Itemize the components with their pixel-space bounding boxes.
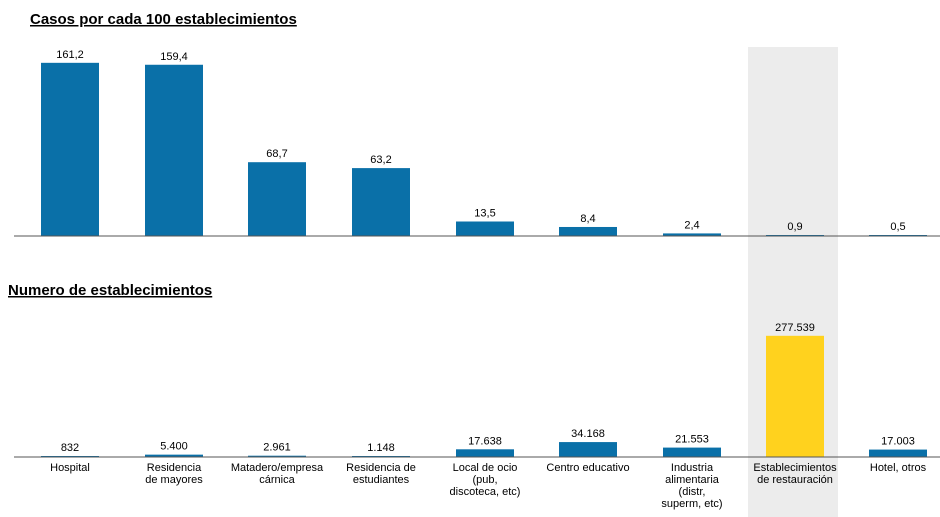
category-label-line: Residencia [147,462,202,474]
top-value-label: 2,4 [684,219,699,231]
category-label-industria-alimentaria-distr-superm-etc: Industria alimentaria (distr, superm, etc) [661,462,722,510]
category-label-hospital: Hospital [50,462,90,474]
top-value-label: 161,2 [56,49,84,61]
category-label-line: de mayores [145,474,203,486]
bottom-bar-centro-educativo [559,442,617,457]
category-label-line: de restauración [757,474,833,486]
top-value-label: 0,5 [890,221,905,233]
bottom-bar-local-de-ocio-pub-discoteca-etc [456,449,514,457]
bottom-value-label: 277.539 [775,322,815,334]
category-label-line: cárnica [259,474,295,486]
top-bar-hospital [41,62,99,237]
top-chart-title: Casos por cada 100 establecimientos [30,11,297,28]
bottom-value-label: 5.400 [160,441,188,453]
top-bar-matadero-empresa-carnica [248,162,306,236]
category-label-line: Matadero/empresa [231,462,324,474]
bottom-value-label: 21.553 [675,434,709,446]
category-label-line: Hotel, otros [870,462,927,474]
bottom-bar-industria-alimentaria-distr-superm-etc [663,447,721,457]
category-label-line: superm, etc) [661,498,722,510]
category-label-local-de-ocio-pub-discoteca-etc: Local de ocio (pub, discoteca, etc) [450,462,521,498]
category-label-line: (pub, [472,474,497,486]
category-label-residencia-de-estudiantes: Residencia de estudiantes [346,462,416,486]
category-label-hotel-otros: Hotel, otros [870,462,927,474]
bottom-bar-establecimientos-de-restauracion [766,335,824,457]
bottom-chart: Numero de establecimientos 832 5.400 2.961… [8,282,940,510]
bottom-value-label: 1.148 [367,442,395,454]
top-bar-residencia-de-mayores [145,64,203,237]
top-value-label: 63,2 [370,154,391,166]
category-label-establecimientos-de-restauracion: Establecimientos de restauración [753,462,837,486]
bottom-bar-matadero-empresa-carnica [248,455,306,457]
bottom-bar-residencia-de-mayores [145,454,203,457]
category-label-residencia-de-mayores: Residencia de mayores [145,462,203,486]
bottom-bar-hotel-otros [869,449,927,457]
category-label-centro-educativo: Centro educativo [546,462,629,474]
bottom-value-label: 34.168 [571,428,605,440]
bottom-value-label: 832 [61,442,79,454]
top-chart: Casos por cada 100 establecimientos 161,… [14,11,940,237]
category-label-line: Residencia de [346,462,416,474]
bottom-value-label: 17.003 [881,436,915,448]
top-bar-industria-alimentaria-distr-superm-etc [663,233,721,236]
top-value-label: 68,7 [266,148,287,160]
category-label-line: Establecimientos [753,462,837,474]
category-label-line: Centro educativo [546,462,629,474]
category-label-line: Industria [671,462,714,474]
category-label-line: discoteca, etc) [450,486,521,498]
category-label-line: estudiantes [353,474,410,486]
bottom-value-label: 17.638 [468,435,502,447]
category-label-line: (distr, [679,486,706,498]
bottom-value-label: 2.961 [263,442,291,454]
top-bar-local-de-ocio-pub-discoteca-etc [456,221,514,236]
top-bar-centro-educativo [559,226,617,236]
category-label-line: alimentaria [665,474,720,486]
category-label-line: Hospital [50,462,90,474]
top-bar-residencia-de-estudiantes [352,168,410,236]
top-value-label: 8,4 [580,213,595,225]
top-value-label: 0,9 [787,221,802,233]
category-label-matadero-empresa-carnica: Matadero/empresa cárnica [231,462,324,486]
bottom-chart-title: Numero de establecimientos [8,282,212,299]
top-value-label: 13,5 [474,207,495,219]
category-label-line: Local de ocio [453,462,518,474]
top-value-label: 159,4 [160,51,188,63]
